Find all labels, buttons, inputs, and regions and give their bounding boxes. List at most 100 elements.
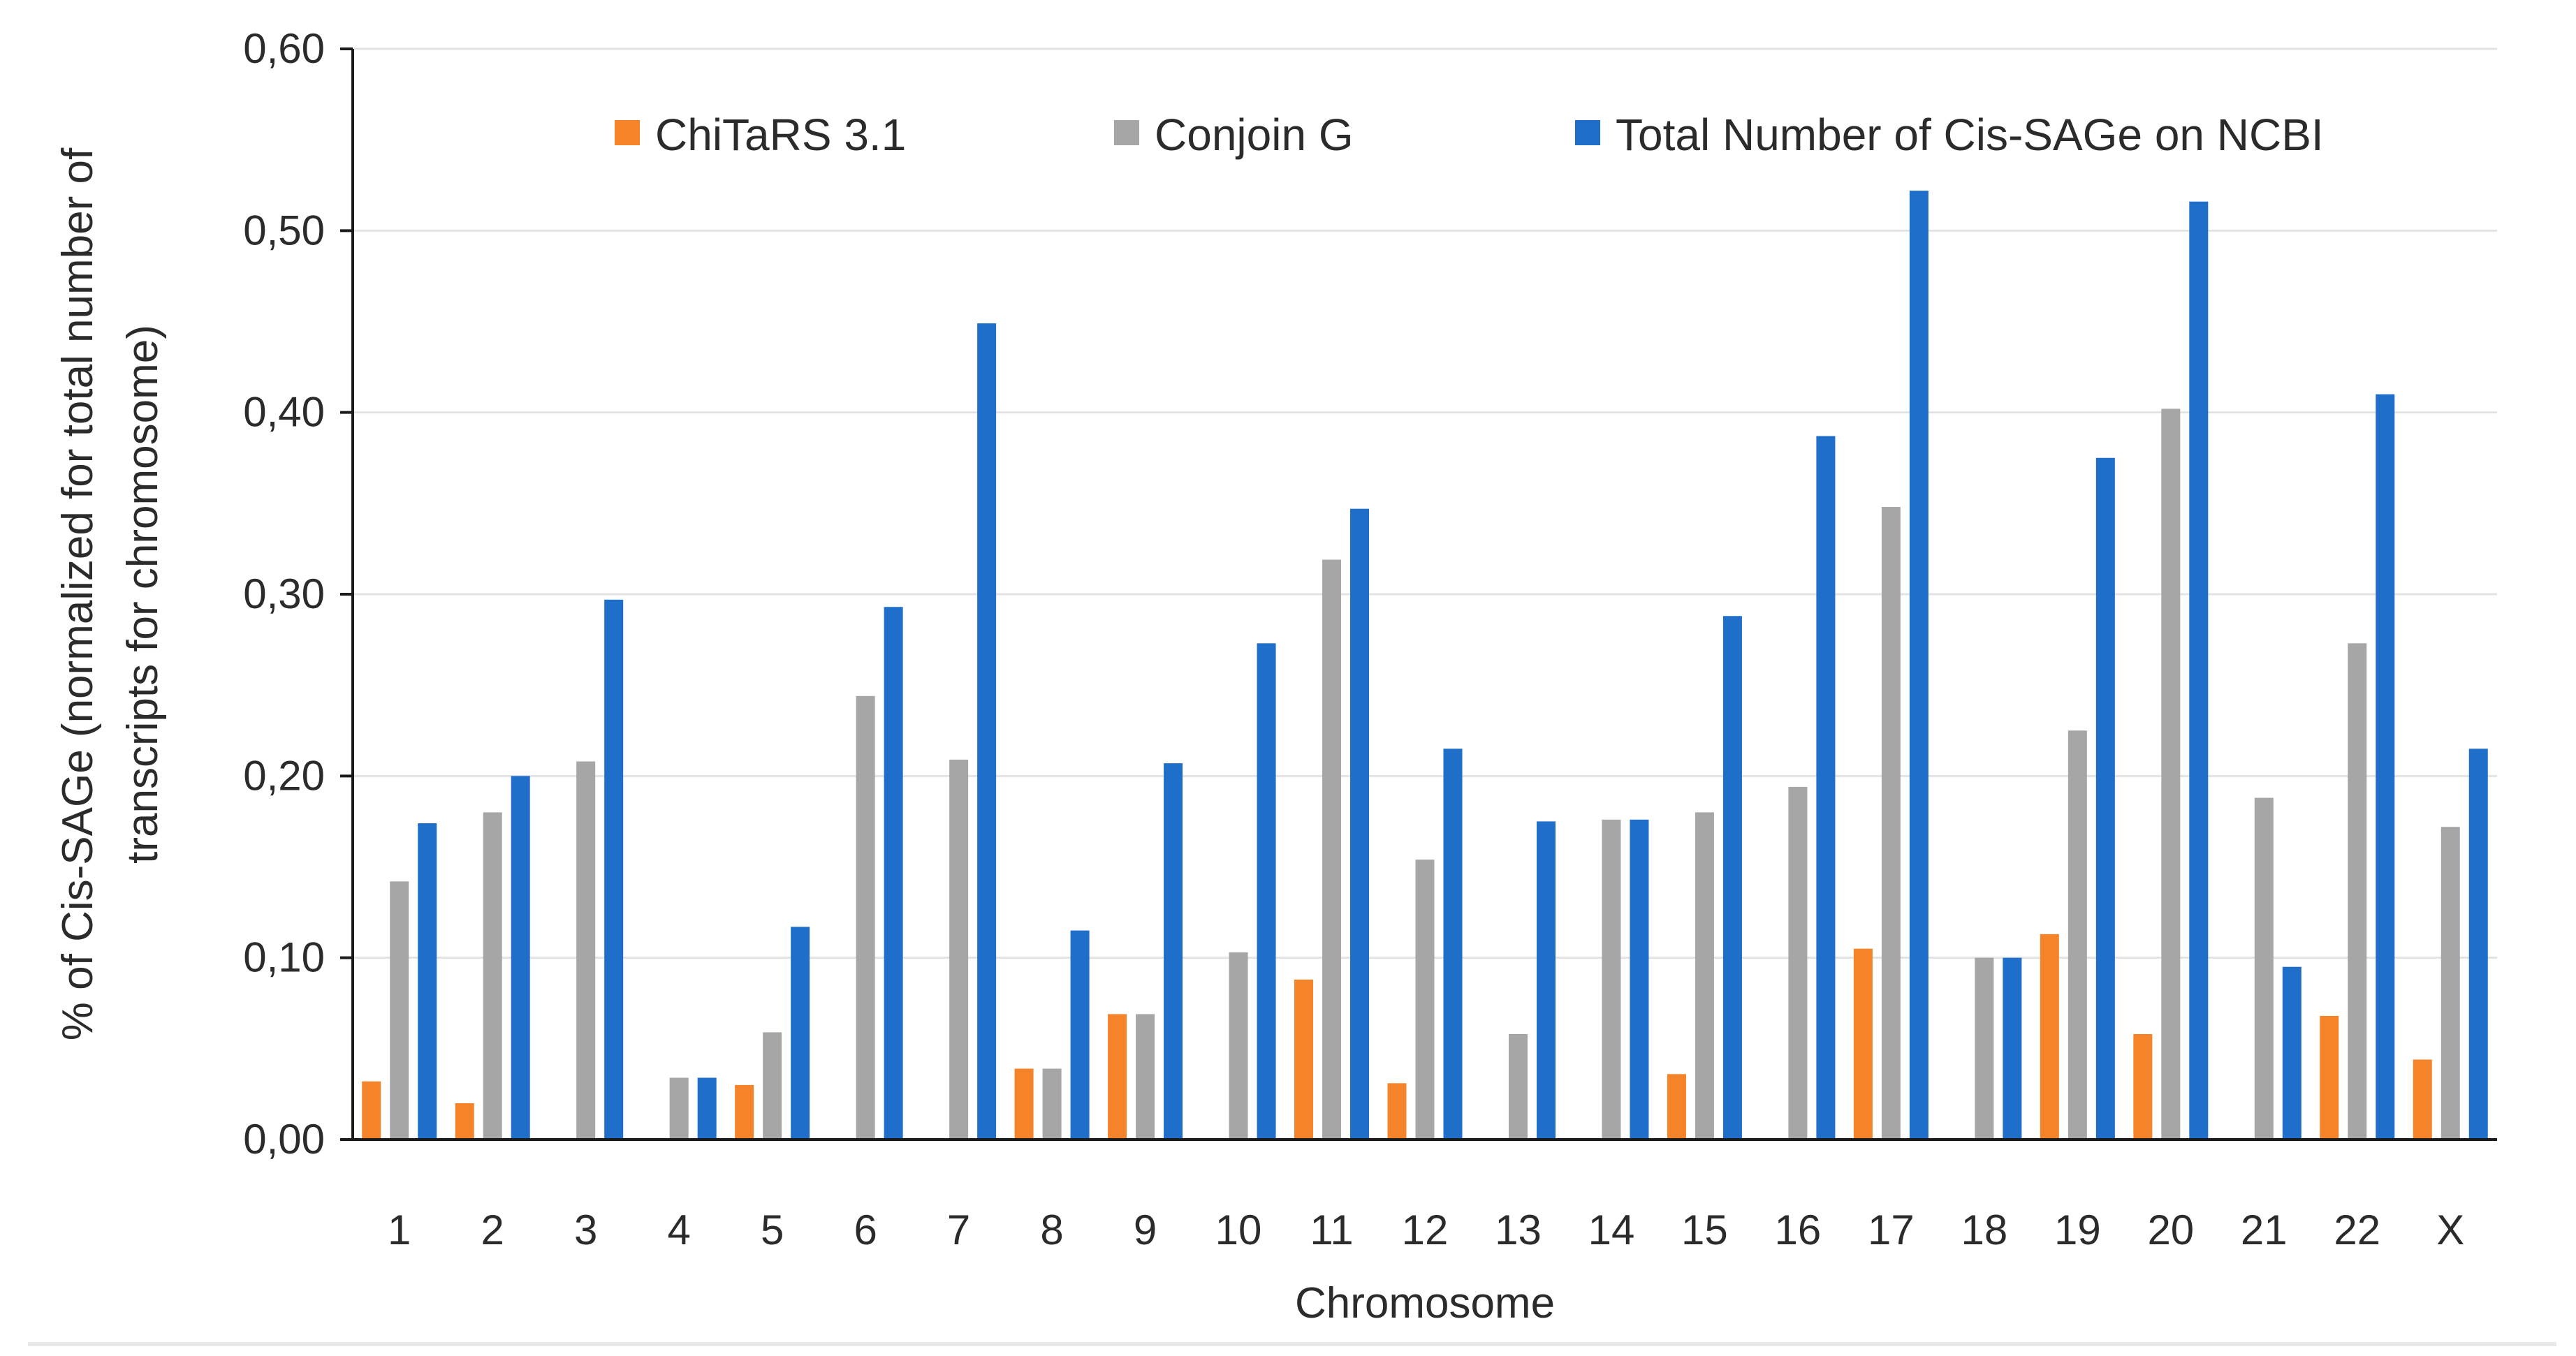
y-tick-label: 0,50 [243,207,325,253]
y-tick-label: 0,00 [243,1116,325,1163]
x-tick-label: 21 [2241,1207,2288,1253]
bar-chitars-3-1-17 [1853,948,1873,1140]
x-axis-title: Chromosome [1295,1279,1555,1327]
bar-total-number-of-cis-sage-on-ncbi-8 [1070,930,1090,1140]
legend-swatch [1575,120,1600,145]
bar-total-number-of-cis-sage-on-ncbi-16 [1816,436,1836,1140]
bars [362,191,2488,1140]
bar-chitars-3-1-5 [735,1084,754,1140]
bar-chitars-3-1-X [2413,1059,2432,1140]
gridlines [353,47,2497,959]
legend-swatch [615,120,640,145]
axes [340,47,2497,1141]
y-axis-title: % of Cis-SAGe (normalized for total numb… [54,147,167,1040]
bar-total-number-of-cis-sage-on-ncbi-22 [2376,394,2395,1140]
bar-chitars-3-1-2 [455,1103,474,1140]
bar-total-number-of-cis-sage-on-ncbi-5 [791,927,810,1140]
x-tick-label: 14 [1588,1207,1635,1253]
x-tick-label: 18 [1961,1207,2007,1253]
bar-conjoin-g-5 [763,1032,782,1140]
bar-conjoin-g-1 [390,881,409,1140]
bar-total-number-of-cis-sage-on-ncbi-X [2468,749,2488,1140]
x-tick-label: 16 [1775,1207,1822,1253]
bar-total-number-of-cis-sage-on-ncbi-1 [418,823,437,1140]
bar-total-number-of-cis-sage-on-ncbi-20 [2189,201,2209,1140]
y-tick-label: 0,40 [243,389,325,436]
bar-conjoin-g-12 [1415,860,1435,1140]
x-tick-label: 2 [481,1207,504,1253]
bar-total-number-of-cis-sage-on-ncbi-6 [884,607,903,1140]
y-tick-label: 0,60 [243,25,325,72]
x-tick-labels: 1 2 3 4 5 6 7 8 9 10 11 12 13 14 15 16 17 18 19 20 21 22 X [388,1207,2464,1253]
legend-label: Conjoin G [1155,110,1354,160]
bar-chitars-3-1-1 [362,1081,381,1140]
legend: ChiTaRS 3.1 Conjoin G Total Number of Cis-… [615,110,2324,160]
bar-total-number-of-cis-sage-on-ncbi-9 [1164,763,1183,1140]
bar-conjoin-g-16 [1788,786,1808,1140]
y-axis-title-line: % of Cis-SAGe (normalized for total numb… [54,147,102,1040]
bar-total-number-of-cis-sage-on-ncbi-4 [697,1077,717,1140]
x-tick-label: 8 [1040,1207,1063,1253]
x-tick-label: 4 [667,1207,690,1253]
bar-chitars-3-1-22 [2320,1015,2339,1140]
bar-conjoin-g-15 [1695,812,1714,1140]
x-tick-label: 17 [1868,1207,1915,1253]
bar-chitars-3-1-9 [1108,1014,1127,1140]
bar-total-number-of-cis-sage-on-ncbi-18 [2003,957,2022,1140]
bar-conjoin-g-19 [2068,730,2087,1140]
legend-label: ChiTaRS 3.1 [655,110,906,160]
bar-conjoin-g-6 [856,695,875,1140]
bar-total-number-of-cis-sage-on-ncbi-7 [977,323,997,1140]
bar-total-number-of-cis-sage-on-ncbi-13 [1536,821,1556,1140]
x-tick-label: 15 [1681,1207,1728,1253]
bar-conjoin-g-18 [1975,957,1994,1140]
bar-conjoin-g-3 [576,761,596,1140]
bar-total-number-of-cis-sage-on-ncbi-11 [1350,508,1370,1140]
x-tick-label: 11 [1310,1207,1353,1253]
bar-total-number-of-cis-sage-on-ncbi-21 [2282,966,2301,1140]
y-axis-title-line: transcripts for chromosome) [119,325,167,864]
y-tick-label: 0,10 [243,934,325,981]
bar-conjoin-g-7 [949,759,969,1140]
x-tick-label: 10 [1215,1207,1262,1253]
bar-conjoin-g-21 [2254,797,2274,1140]
x-tick-label: 1 [388,1207,411,1253]
x-tick-label: 3 [574,1207,597,1253]
bar-chitars-3-1-15 [1667,1074,1686,1140]
bar-chitars-3-1-20 [2133,1034,2153,1140]
legend-label: Total Number of Cis-SAGe on NCBI [1616,110,2324,160]
legend-swatch [1114,120,1139,145]
bar-conjoin-g-4 [669,1077,689,1140]
x-tick-label: 9 [1134,1207,1157,1253]
x-tick-label: 5 [761,1207,784,1253]
bar-total-number-of-cis-sage-on-ncbi-3 [604,599,624,1140]
x-tick-label: 20 [2147,1207,2194,1253]
bar-chitars-3-1-8 [1014,1068,1034,1140]
bar-conjoin-g-17 [1881,507,1901,1140]
bar-conjoin-g-8 [1042,1068,1062,1140]
bar-chitars-3-1-19 [2040,934,2059,1140]
x-tick-label: 12 [1402,1207,1449,1253]
bar-conjoin-g-13 [1508,1034,1528,1140]
bar-conjoin-g-14 [1602,819,1621,1140]
bar-total-number-of-cis-sage-on-ncbi-17 [1909,191,1929,1140]
y-tick-labels: 0,00 0,10 0,20 0,30 0,40 0,50 0,60 [243,25,325,1163]
bar-chitars-3-1-11 [1294,979,1314,1140]
y-tick-label: 0,20 [243,752,325,799]
x-tick-label: 7 [947,1207,970,1253]
bar-total-number-of-cis-sage-on-ncbi-12 [1443,749,1463,1140]
x-tick-label: 13 [1495,1207,1542,1253]
bar-conjoin-g-11 [1322,559,1342,1140]
x-tick-label: 19 [2054,1207,2101,1253]
x-tick-label: 22 [2334,1207,2380,1253]
bar-total-number-of-cis-sage-on-ncbi-14 [1630,819,1649,1140]
x-tick-label: X [2436,1207,2464,1253]
bar-chitars-3-1-12 [1387,1083,1407,1140]
bar-conjoin-g-20 [2161,408,2181,1140]
bar-conjoin-g-10 [1229,952,1248,1140]
y-tick-label: 0,30 [243,570,325,617]
bar-total-number-of-cis-sage-on-ncbi-19 [2095,457,2115,1140]
bar-total-number-of-cis-sage-on-ncbi-15 [1722,616,1742,1140]
